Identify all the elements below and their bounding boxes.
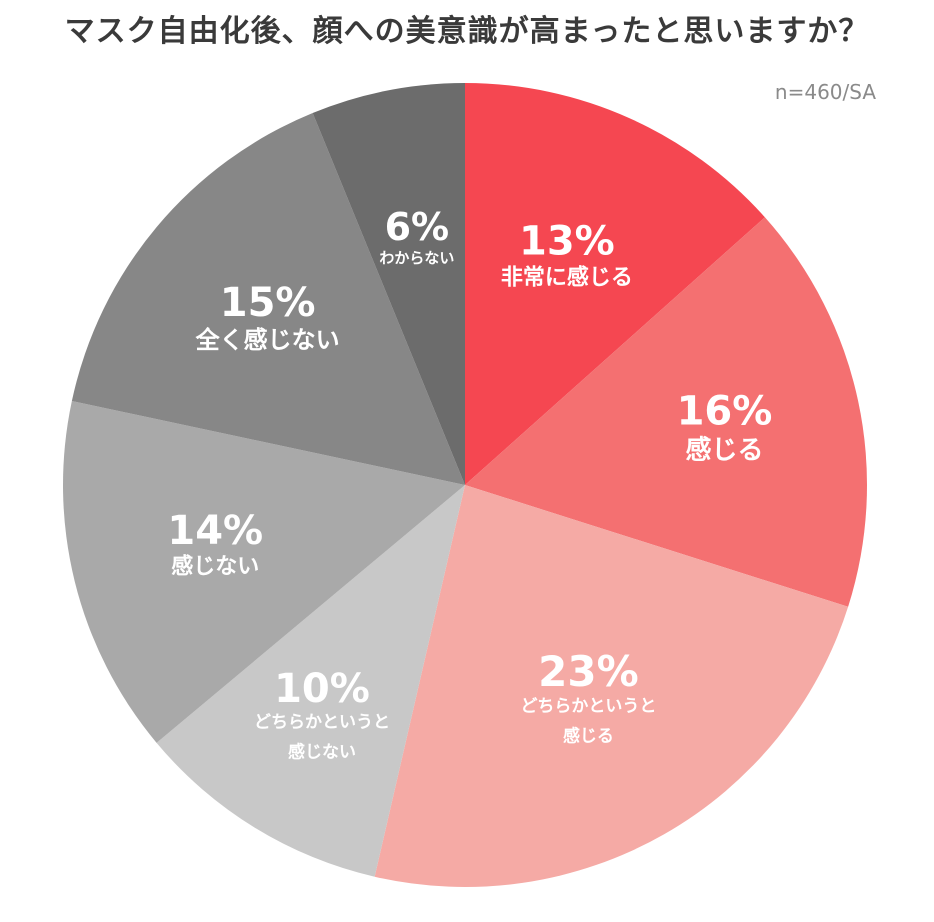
slice-category-label-7-1: わからない [379, 249, 454, 267]
chart-title: マスク自由化後、顔への美意識が高まったと思いますか？ [64, 14, 870, 49]
slice-category-label-2-1: 感じる [685, 435, 763, 465]
slice-category-label-5-1: 感じない [171, 554, 259, 580]
slice-percent-label-3: 23% [538, 647, 639, 696]
slice-category-label-4-1: どちらかというと [254, 712, 390, 732]
pie-slice-5 [62, 400, 466, 743]
pie-slice-1 [465, 83, 765, 485]
slice-category-label-3-1: どちらかというと [520, 697, 656, 717]
slice-percent-label-5: 14% [167, 508, 263, 554]
slice-percent-label-7: 6% [385, 205, 450, 249]
slice-category-label-3-2: 感じる [563, 726, 614, 747]
pie-slice-2 [465, 217, 867, 607]
slice-percent-label-4: 10% [274, 666, 370, 712]
pie-slice-3 [374, 485, 849, 888]
pie-slice-7 [312, 83, 465, 485]
sample-size-note: n=460/SA [774, 80, 876, 104]
slice-percent-label-6: 15% [220, 280, 316, 326]
slice-percent-label-2: 16% [677, 389, 773, 435]
slice-percent-label-1: 13% [519, 219, 615, 265]
slice-category-label-6-1: 全く感じない [195, 326, 340, 354]
pie-slice-6 [71, 112, 466, 486]
pie-slice-4 [156, 485, 465, 877]
slice-category-label-4-2: 感じない [288, 741, 356, 762]
slice-category-label-1-1: 非常に感じる [501, 264, 633, 290]
